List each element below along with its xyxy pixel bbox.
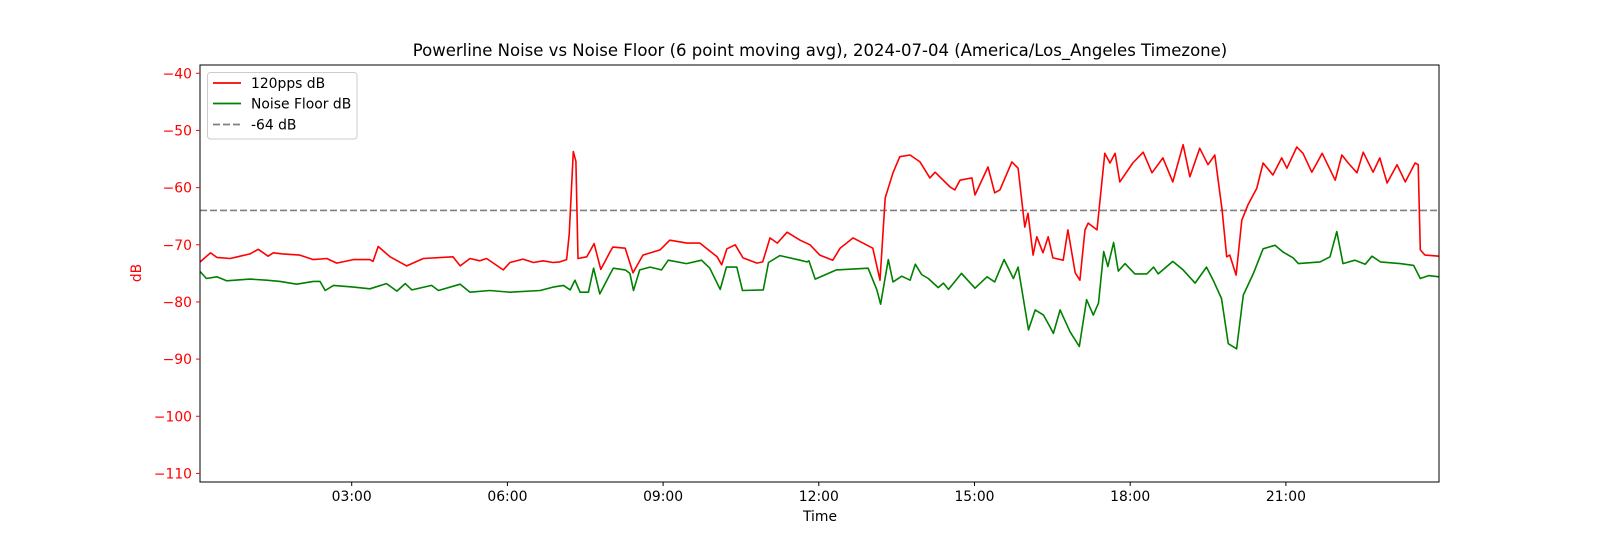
y-tick-label: −60 xyxy=(163,181,192,197)
legend-label-noise-floor: Noise Floor dB xyxy=(251,97,351,113)
chart-title: Powerline Noise vs Noise Floor (6 point … xyxy=(413,41,1227,61)
x-tick-label: 03:00 xyxy=(332,489,372,505)
y-tick-label: −40 xyxy=(163,66,192,82)
series-line-120pps xyxy=(199,143,1440,282)
y-tick-label: −70 xyxy=(163,238,192,254)
x-tick-label: 12:00 xyxy=(799,489,839,505)
y-axis: −40 −50 −60 −70 −80 −90 −100 −110 xyxy=(154,66,200,482)
x-axis-label: Time xyxy=(802,509,837,525)
y-tick-label: −110 xyxy=(154,466,192,482)
legend-box xyxy=(207,72,358,140)
legend: 120pps dB Noise Floor dB -64 dB xyxy=(207,72,358,140)
x-tick-label: 06:00 xyxy=(487,489,527,505)
y-tick-label: −100 xyxy=(154,409,192,425)
x-tick-label: 21:00 xyxy=(1266,489,1306,505)
plot-frame xyxy=(199,64,1440,483)
series-layer xyxy=(199,143,1440,350)
y-tick-label: −80 xyxy=(163,295,192,311)
y-tick-label: −50 xyxy=(163,123,192,139)
y-tick-label: −90 xyxy=(163,352,192,368)
series-line-noise-floor xyxy=(199,230,1440,350)
x-tick-label: 15:00 xyxy=(954,489,994,505)
x-tick-label: 18:00 xyxy=(1110,489,1150,505)
legend-label-120pps: 120pps dB xyxy=(251,76,325,92)
y-axis-label: dB xyxy=(129,264,145,282)
legend-label-threshold: -64 dB xyxy=(251,118,296,134)
x-axis: 03:00 06:00 09:00 12:00 15:00 18:00 21:00 xyxy=(332,482,1306,505)
x-tick-label: 09:00 xyxy=(643,489,683,505)
